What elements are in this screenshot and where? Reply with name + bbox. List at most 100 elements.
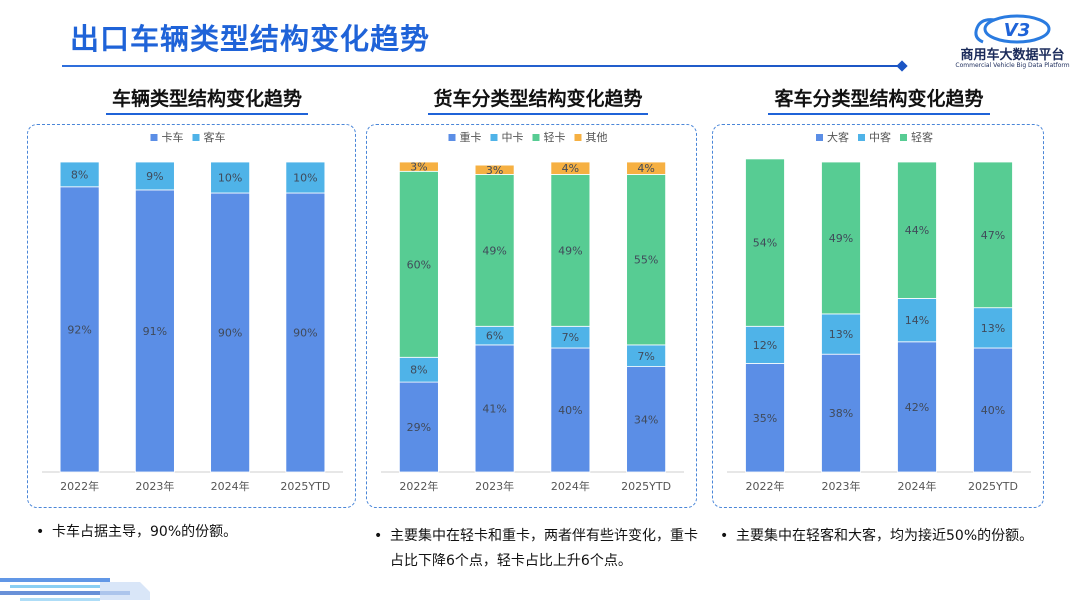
legend-swatch — [900, 134, 907, 141]
x-tick-label: 2024年 — [551, 479, 590, 493]
legend-swatch — [816, 134, 823, 141]
legend-item: 客车 — [192, 130, 226, 144]
data-label: 3% — [410, 161, 427, 174]
legend-swatch — [150, 134, 158, 141]
section-title-bus: 客车分类型结构变化趋势 — [768, 84, 990, 115]
legend-swatch — [490, 134, 498, 141]
bar-segment — [210, 161, 251, 194]
legend-label: 中客 — [869, 130, 891, 144]
bar-segment — [134, 161, 175, 191]
data-label: 10% — [218, 172, 242, 185]
legend-swatch — [532, 134, 540, 141]
bar-segment — [745, 363, 785, 473]
truck-type-chart: 重卡 中卡 轻卡 其他 29% 8% 60% 3% 2022年 41% 6% 49% 3% 2023年 40… — [381, 130, 684, 493]
bar-segment — [474, 174, 515, 327]
legend-swatch — [574, 134, 582, 141]
legend-item: 其他 — [574, 131, 608, 144]
data-label: 90% — [218, 327, 242, 340]
data-label: 10% — [293, 172, 317, 185]
legend-item: 轻客 — [900, 130, 933, 144]
bar-segment — [745, 158, 785, 327]
data-label: 12% — [753, 339, 777, 352]
bar-segment — [973, 161, 1013, 309]
x-tick-label: 2022年 — [746, 479, 785, 493]
data-label: 6% — [486, 330, 503, 343]
bar-segment — [134, 189, 175, 473]
bar-segment — [897, 341, 937, 473]
bar-segment — [210, 192, 251, 473]
x-tick-label: 2024年 — [211, 479, 250, 493]
data-label: 4% — [562, 162, 579, 175]
data-label: 8% — [71, 168, 88, 181]
data-label: 40% — [558, 404, 582, 417]
data-label: 41% — [482, 402, 506, 415]
bar-segment — [550, 347, 591, 473]
x-tick-label: 2023年 — [135, 479, 174, 493]
legend-swatch — [448, 134, 456, 141]
data-label: 47% — [981, 229, 1005, 242]
vehicle-type-chart: 卡车 客车 92% 8% 2022年 91% 9% 2023年 90% 10% 2024年 90% 10… — [42, 130, 343, 493]
bar-segment — [474, 164, 515, 175]
bar-segment — [285, 192, 326, 473]
legend-item: 大客 — [816, 130, 849, 144]
legend-label: 大客 — [827, 130, 849, 144]
data-label: 4% — [637, 162, 654, 175]
note-bus-text: 主要集中在轻客和大客，均为接近50%的份额。 — [736, 528, 1034, 544]
data-label: 44% — [905, 224, 929, 237]
data-label: 7% — [562, 331, 579, 344]
data-label: 38% — [829, 407, 853, 420]
legend-swatch — [858, 134, 865, 141]
header: 出口车辆类型结构变化趋势 V3 商用车大数据平台 Commercial Vehi… — [0, 0, 1080, 72]
legend-label: 卡车 — [162, 130, 184, 144]
data-label: 54% — [753, 237, 777, 250]
bar-segment — [550, 161, 591, 175]
chart-panel-vehicle: 卡车 客车 92% 8% 2022年 91% 9% 2023年 90% 10% 2024年 90% 10… — [27, 124, 356, 508]
legend-label: 客车 — [204, 130, 226, 144]
note-vehicle: • 卡车占据主导，90%的份额。 — [36, 520, 352, 545]
logo-mark-text: V3 — [1004, 20, 1030, 41]
legend-label: 其他 — [586, 131, 608, 144]
data-label: 8% — [410, 364, 427, 377]
data-label: 55% — [634, 254, 658, 267]
title-divider — [62, 65, 902, 67]
data-label: 7% — [637, 350, 654, 363]
page-title: 出口车辆类型结构变化趋势 — [70, 22, 431, 56]
section-title-truck: 货车分类型结构变化趋势 — [428, 84, 648, 115]
bar-segment — [285, 161, 326, 194]
logo: V3 商用车大数据平台 Commercial Vehicle Big Data … — [955, 12, 1070, 70]
data-label: 49% — [558, 244, 582, 257]
data-label: 34% — [634, 413, 658, 426]
x-tick-label: 2025YTD — [280, 480, 330, 493]
data-label: 35% — [753, 412, 777, 425]
bullet-icon: • — [720, 528, 729, 544]
note-vehicle-text: 卡车占据主导，90%的份额。 — [52, 524, 238, 540]
legend-label: 轻卡 — [544, 130, 566, 144]
data-label: 60% — [407, 258, 431, 271]
note-truck-text: 主要集中在轻卡和重卡，两者伴有些许变化，重卡占比下降6个点，轻卡占比上升6个点。 — [390, 528, 698, 569]
section-title-vehicle: 车辆类型结构变化趋势 — [106, 84, 308, 115]
x-tick-label: 2023年 — [822, 479, 861, 493]
title-divider-end — [896, 60, 908, 72]
legend-label: 轻客 — [911, 130, 933, 144]
note-bus: • 主要集中在轻客和大客，均为接近50%的份额。 — [720, 524, 1046, 549]
x-tick-label: 2025YTD — [621, 480, 671, 493]
data-label: 14% — [905, 314, 929, 327]
bar-segment — [897, 161, 937, 299]
bar-segment — [821, 161, 861, 315]
note-truck: • 主要集中在轻卡和重卡，两者伴有些许变化，重卡占比下降6个点，轻卡占比上升6个… — [374, 524, 706, 574]
bullet-icon: • — [374, 528, 383, 544]
bar-segment — [398, 356, 439, 383]
data-label: 91% — [143, 325, 167, 338]
bar-segment — [897, 297, 937, 343]
logo-mark-icon: V3 — [974, 14, 1051, 44]
bar-segment — [821, 313, 861, 355]
x-tick-label: 2025YTD — [968, 480, 1018, 493]
bar-segment — [626, 161, 667, 175]
legend-label: 重卡 — [460, 130, 482, 144]
data-label: 49% — [829, 232, 853, 245]
legend-item: 轻卡 — [532, 130, 566, 144]
bar-segment — [821, 353, 861, 473]
data-label: 3% — [486, 164, 503, 177]
legend-item: 重卡 — [448, 130, 482, 144]
bar-segment — [59, 186, 100, 473]
